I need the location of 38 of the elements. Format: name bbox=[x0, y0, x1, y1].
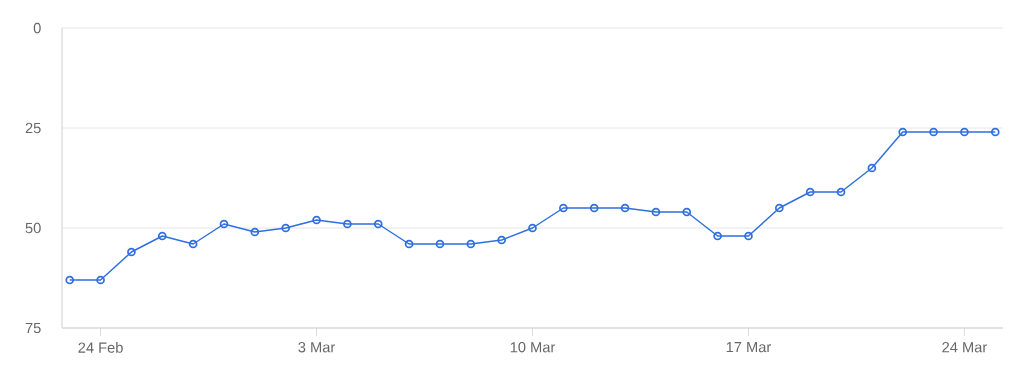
point bbox=[343, 219, 352, 229]
point bbox=[312, 215, 321, 225]
point bbox=[497, 235, 506, 245]
x-tick-label: 3 Mar bbox=[298, 342, 336, 353]
x-tick-label: 24 Mar bbox=[942, 342, 987, 353]
point bbox=[929, 127, 938, 137]
point bbox=[559, 203, 568, 213]
point bbox=[713, 231, 722, 241]
point bbox=[404, 239, 414, 249]
point bbox=[651, 207, 661, 217]
x-tick-label: 17 Mar bbox=[726, 342, 772, 353]
point bbox=[620, 203, 630, 213]
point bbox=[960, 127, 969, 137]
x-tick-label: 24 Feb bbox=[78, 342, 123, 353]
point bbox=[435, 239, 445, 249]
point bbox=[219, 219, 229, 229]
y-tick-label: 75 bbox=[25, 322, 41, 334]
y-tick-label: 0 bbox=[33, 22, 41, 34]
point bbox=[682, 207, 692, 217]
y-tick-label: 25 bbox=[25, 122, 41, 134]
point bbox=[744, 231, 753, 241]
point bbox=[127, 247, 136, 257]
point bbox=[281, 223, 291, 233]
point bbox=[157, 231, 167, 241]
point bbox=[466, 239, 476, 249]
point bbox=[589, 203, 599, 213]
point bbox=[188, 239, 198, 249]
point bbox=[96, 275, 105, 285]
point bbox=[805, 187, 815, 197]
point bbox=[867, 163, 877, 173]
point bbox=[250, 227, 260, 237]
point bbox=[373, 219, 383, 229]
point bbox=[528, 223, 537, 233]
point bbox=[898, 127, 908, 137]
point bbox=[836, 187, 846, 197]
point bbox=[774, 203, 784, 213]
x-tick-label: 10 Mar bbox=[510, 342, 556, 353]
y-tick-label: 50 bbox=[25, 222, 41, 234]
